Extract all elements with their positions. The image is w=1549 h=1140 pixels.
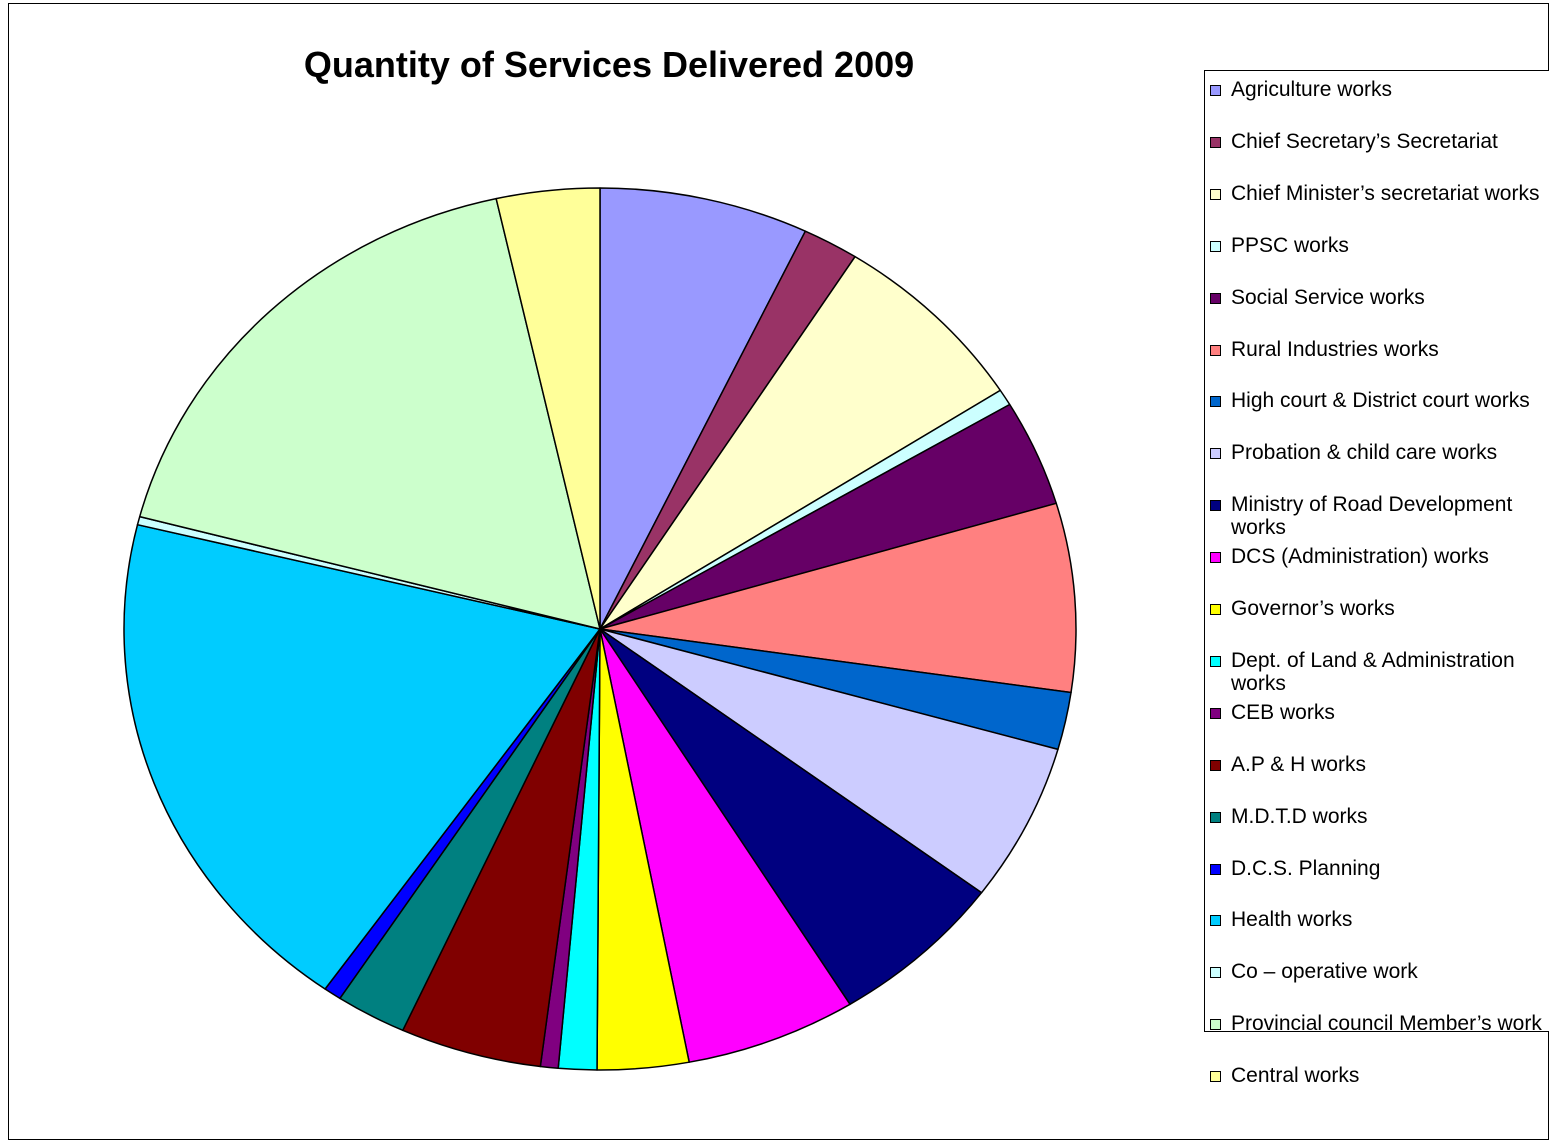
legend-swatch	[1210, 396, 1221, 408]
legend-label: DCS (Administration) works	[1231, 545, 1489, 569]
legend-swatch	[1210, 707, 1221, 719]
chart-area: Quantity of Services Delivered 2009 Agri…	[8, 3, 1549, 1140]
legend-swatch	[1210, 448, 1221, 460]
legend-swatch	[1210, 655, 1221, 667]
legend-swatch	[1210, 915, 1221, 927]
legend-swatch	[1210, 240, 1221, 252]
legend-swatch	[1210, 344, 1221, 356]
legend: Agriculture works Chief Secretary’s Secre…	[1204, 70, 1549, 1087]
legend-label: Ministry of Road Development works	[1231, 493, 1513, 540]
legend-label: Provincial council Member’s work	[1231, 1012, 1542, 1036]
pie-slice	[495, 187, 601, 630]
chart-title: Quantity of Services Delivered 2009	[303, 44, 915, 85]
pie-slice	[599, 628, 851, 1063]
legend-label: Social Service works	[1231, 285, 1425, 309]
pie-slice	[123, 523, 601, 990]
legend-label: High court & District court works	[1231, 389, 1530, 413]
legend-swatch	[1210, 85, 1221, 96]
legend-swatch	[1210, 759, 1221, 771]
pie-slice	[599, 628, 1059, 894]
legend-label: Health works	[1231, 908, 1353, 932]
legend-label: D.C.S. Planning	[1231, 856, 1381, 880]
legend-label: Agriculture works	[1231, 78, 1393, 101]
legend-swatch	[1210, 500, 1221, 512]
legend-swatch	[1210, 136, 1221, 148]
legend-label: Chief Minister’s secretariat works	[1231, 181, 1540, 205]
legend-swatch	[1210, 811, 1221, 823]
legend-label: Dept. of Land & Administration works	[1231, 648, 1515, 695]
legend-label: PPSC works	[1231, 233, 1349, 257]
legend-label: A.P & H works	[1231, 752, 1366, 776]
legend-label: Probation & child care works	[1231, 441, 1498, 465]
legend-swatch	[1210, 1071, 1221, 1083]
legend-label: Rural Industries works	[1231, 337, 1439, 361]
legend-label: Chief Secretary’s Secretariat	[1231, 129, 1498, 153]
legend-swatch	[1210, 863, 1221, 875]
legend-swatch	[1210, 292, 1221, 304]
legend-swatch	[1210, 967, 1221, 979]
pie-slice	[599, 502, 1077, 694]
pie-slice	[599, 255, 1002, 630]
legend-label: CEB works	[1231, 700, 1335, 724]
legend-swatch	[1210, 188, 1221, 200]
legend-swatch	[1210, 1019, 1221, 1031]
legend-swatch	[1210, 552, 1221, 564]
legend-label: Central works	[1231, 1064, 1360, 1088]
legend-swatch	[1210, 604, 1221, 615]
pie-slice	[599, 628, 983, 1006]
pie-slice	[138, 197, 601, 630]
pie-slice	[599, 187, 807, 630]
legend-label: Governor’s works	[1231, 597, 1395, 620]
legend-label: Co – operative work	[1231, 960, 1418, 984]
pie-chart	[123, 187, 1077, 1071]
legend-label: M.D.T.D works	[1231, 804, 1368, 828]
